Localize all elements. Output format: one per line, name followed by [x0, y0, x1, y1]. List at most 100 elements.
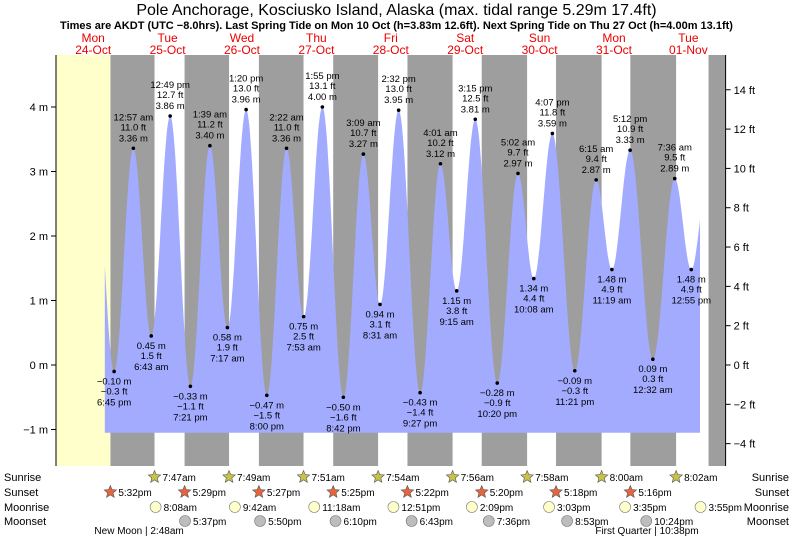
- sunset-time: 5:20pm: [490, 488, 523, 499]
- tide-time: 3:15 pm: [458, 83, 492, 94]
- tide-time: 7:36 am: [658, 143, 692, 154]
- sun-icon: [371, 469, 386, 483]
- tide-area: [104, 107, 701, 433]
- row-label-right: Sunrise: [752, 472, 789, 484]
- moon-phase-label: First Quarter | 10:38pm: [595, 526, 698, 537]
- tide-time: 7:53 am: [286, 343, 320, 354]
- tide-m: 2.97 m: [503, 158, 532, 169]
- moonrise-time: 3:55pm: [709, 503, 742, 514]
- tide-ft: 13.0 ft: [385, 84, 412, 95]
- right-tick-label: −2 ft: [734, 399, 756, 411]
- row-label-left: Sunrise: [4, 472, 41, 484]
- tide-m: −0.09 m: [557, 376, 592, 387]
- moon-phase-label: New Moon | 2:48am: [94, 526, 183, 537]
- tide-point: [225, 325, 230, 330]
- moonrise-time: 11:18am: [322, 503, 360, 514]
- tide-m: 0.75 m: [289, 322, 318, 333]
- moonset-icon: [329, 515, 342, 527]
- tide-m: 1.48 m: [677, 275, 706, 286]
- tide-ft: 4.9 ft: [681, 285, 702, 296]
- day-header-date: 29-Oct: [447, 43, 484, 57]
- sun-icon: [669, 469, 684, 483]
- moonset-icon: [254, 515, 266, 527]
- sunset-time: 5:32pm: [118, 488, 151, 499]
- tide-ft: 10.7 ft: [350, 128, 377, 139]
- tide-time: 6:15 am: [579, 144, 613, 155]
- moonset-icon: [640, 515, 653, 527]
- right-tick-label: 2 ft: [734, 321, 749, 333]
- tide-ft: 11.0 ft: [120, 122, 146, 133]
- moonrise-time: 3:03pm: [557, 503, 590, 514]
- moonset-time: 5:37pm: [193, 517, 226, 528]
- tide-time: 2:22 am: [269, 112, 303, 123]
- sunrise-time: 8:02am: [684, 473, 717, 484]
- tide-point: [131, 146, 136, 151]
- sunset-time: 5:16pm: [638, 488, 671, 499]
- right-tick-label: 10 ft: [734, 163, 755, 175]
- tide-ft: 9.4 ft: [586, 154, 607, 165]
- tide-ft: 4.9 ft: [601, 285, 622, 296]
- tide-point: [341, 395, 346, 400]
- tide-m: 3.96 m: [232, 95, 261, 106]
- tide-ft: 11.8 ft: [540, 107, 566, 118]
- tide-ft: 11.2 ft: [197, 120, 223, 131]
- day-header-weekday: Mon: [82, 31, 105, 45]
- moonrise-time: 12:51pm: [401, 503, 440, 514]
- left-tick-label: 4 m: [30, 102, 48, 114]
- tide-point: [168, 114, 172, 118]
- moonset-time: 7:36pm: [497, 517, 530, 528]
- sunset-time: 5:18pm: [564, 488, 597, 499]
- row-label-right: Moonrise: [744, 502, 789, 514]
- tide-time: 12:49 pm: [150, 80, 190, 91]
- moonset-icon: [405, 515, 418, 527]
- tide-time: 11:19 am: [592, 296, 631, 307]
- tide-time: 1:20 pm: [229, 74, 263, 85]
- tide-ft: 10.2 ft: [427, 138, 454, 149]
- tide-time: 1:39 am: [193, 110, 227, 121]
- sunrise-time: 7:56am: [461, 473, 494, 484]
- moonrise-icon: [229, 501, 241, 513]
- day-header-weekday: Sat: [456, 31, 475, 45]
- tide-m: 1.15 m: [442, 296, 471, 307]
- tide-m: 3.81 m: [461, 104, 490, 115]
- day-header-date: 28-Oct: [373, 43, 410, 57]
- tide-m: 3.86 m: [156, 101, 185, 112]
- tide-point: [438, 161, 443, 166]
- sun-icon: [474, 484, 489, 498]
- tide-time: 6:43 am: [134, 362, 168, 373]
- sun-icon: [326, 484, 341, 498]
- tide-ft: 11.0 ft: [274, 122, 300, 133]
- moonset-time: 6:10pm: [344, 517, 377, 528]
- right-tick-label: 8 ft: [734, 203, 749, 215]
- tide-time: 7:17 am: [210, 354, 244, 365]
- tide-m: 1.34 m: [519, 284, 548, 295]
- sun-icon: [251, 484, 266, 498]
- right-tick-label: 4 ft: [734, 281, 749, 293]
- tide-ft: 10.9 ft: [617, 124, 644, 135]
- night-band: [708, 55, 726, 466]
- tide-point: [532, 276, 536, 281]
- tide-m: 0.45 m: [137, 341, 166, 352]
- tide-m: 3.36 m: [119, 133, 148, 144]
- tide-m: 3.36 m: [272, 133, 301, 144]
- sun-icon: [594, 469, 609, 483]
- moonrise-icon: [466, 501, 478, 513]
- day-headers: Mon24-OctTue25-OctWed26-OctThu27-OctFri2…: [75, 31, 708, 57]
- tide-time: 4:07 pm: [535, 97, 569, 108]
- tide-point: [651, 357, 655, 361]
- tide-ft: −1.5 ft: [253, 410, 280, 421]
- chart-subtitle: Times are AKDT (UTC −8.0hrs). Last Sprin…: [60, 20, 733, 32]
- sun-icon: [296, 469, 311, 483]
- sunrise-time: 7:51am: [312, 473, 345, 484]
- sunset-time: 5:22pm: [415, 488, 448, 499]
- sunrise-time: 7:49am: [237, 473, 270, 484]
- tide-time: 3:09 am: [346, 118, 380, 129]
- tide-m: 0.58 m: [213, 333, 242, 344]
- moonrise-icon: [308, 501, 321, 513]
- tide-time: 12:57 am: [114, 112, 154, 123]
- sunset-time: 5:25pm: [341, 488, 374, 499]
- tide-area-layer: [104, 107, 701, 433]
- tide-m: 3.40 m: [195, 131, 224, 142]
